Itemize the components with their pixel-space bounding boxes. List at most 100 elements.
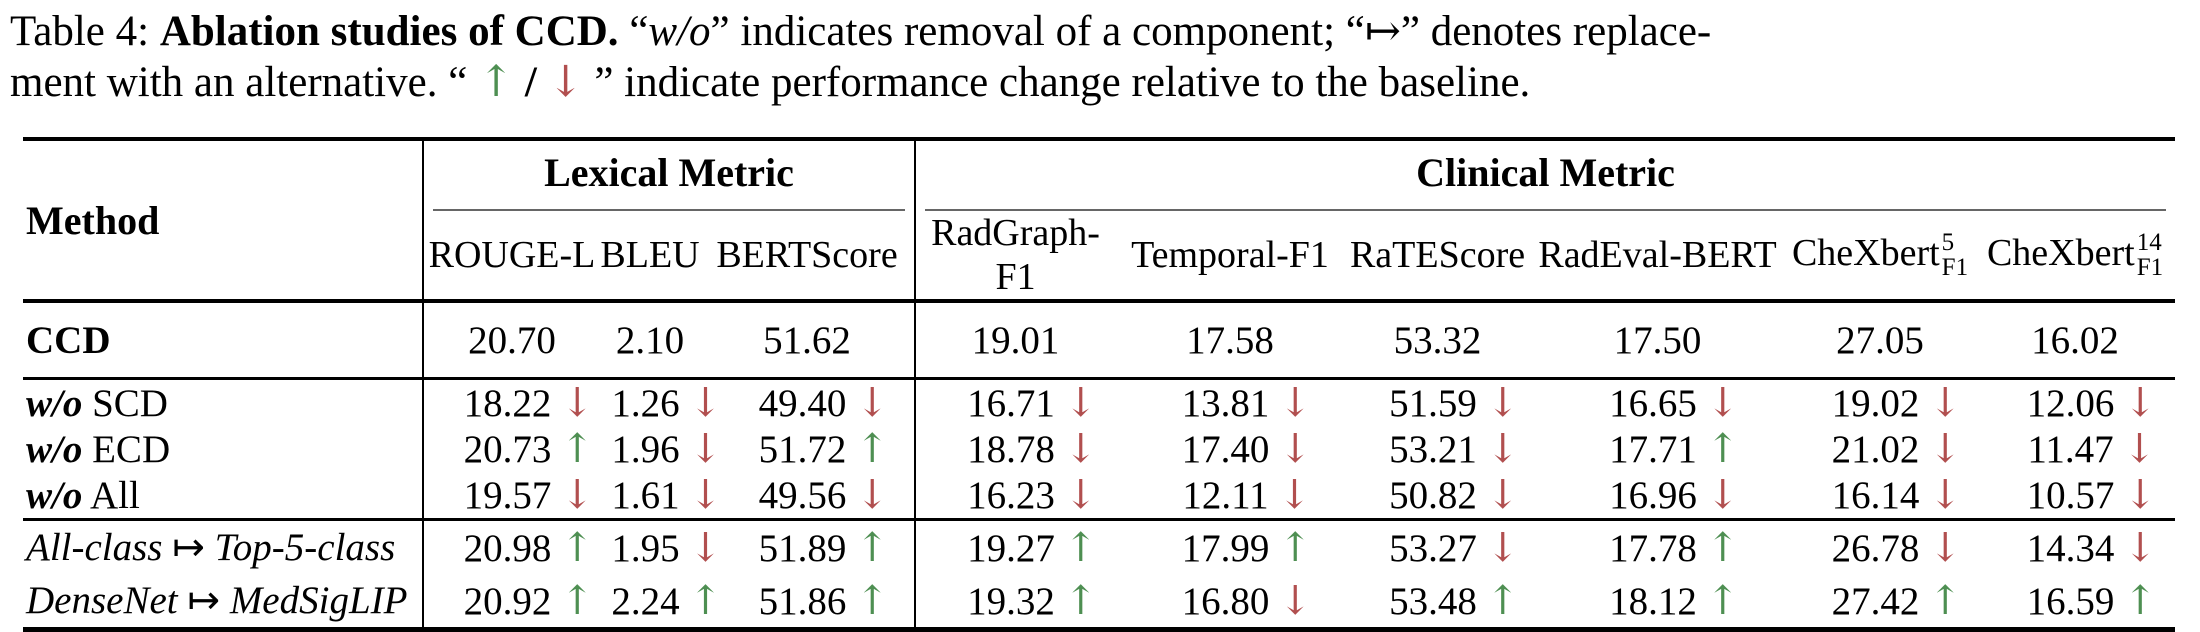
down-arrow-icon: ↓ (1063, 380, 1098, 427)
row-label-text: ECD (82, 427, 171, 471)
metric-cell: 16.96 ↓ (1530, 472, 1785, 520)
down-arrow-icon: ↓ (688, 524, 723, 571)
metric-cell: 51.89 ↑ (700, 520, 915, 575)
mapsto-icon: ↦ (177, 579, 230, 623)
row-label: DenseNet ↦ MedSigLIP (23, 574, 423, 630)
row-label-text: CCD (26, 318, 111, 362)
metric-value: 1.96 (611, 428, 680, 472)
table-header: Method Lexical Metric Clinical Metric ROUGE… (23, 139, 2176, 302)
metric-cell: 17.71 ↑ (1530, 426, 1785, 472)
down-arrow-icon: ↓ (1278, 426, 1312, 473)
down-arrow-icon: ↓ (688, 380, 723, 427)
down-arrow-icon: ↓ (1928, 472, 1962, 519)
metric-value: 16.65 (1609, 382, 1697, 426)
metric-value: 50.82 (1389, 474, 1477, 518)
caption-line-2: ment with an alternative. “ ↑ / ↓ ” indi… (10, 57, 2192, 108)
metric-cell: 2.10 (600, 301, 700, 379)
table-section-1: CCD 20.70 2.10 51.62 19.01 17.58 53.32 17.50 27.… (23, 301, 2176, 379)
metric-value: 18.22 (463, 382, 552, 426)
down-arrow-icon: ↓ (1485, 426, 1520, 473)
column-header-label: CheXbert (1791, 231, 1940, 274)
metric-cell: 53.48 ↑ (1345, 574, 1530, 630)
up-arrow-icon: ↑ (1485, 577, 1520, 624)
metric-cell: 26.78 ↓ (1785, 520, 1975, 575)
row-label-text: All-class (26, 526, 163, 570)
metric-cell: 16.23 ↓ (914, 472, 1116, 520)
metric-cell: 12.06 ↓ (1975, 379, 2175, 426)
up-arrow-icon: ↑ (1278, 524, 1312, 571)
metric-cell: 53.32 (1345, 301, 1530, 379)
metric-cell: 14.34 ↓ (1975, 520, 2175, 575)
metric-cell: 18.78 ↓ (914, 426, 1116, 473)
metric-value: 13.81 (1181, 382, 1270, 426)
metric-cell: 50.82 ↓ (1345, 472, 1530, 520)
metric-value: 12.11 (1182, 474, 1269, 518)
header-group-row: Method Lexical Metric Clinical Metric (23, 139, 2176, 243)
column-header-chexbert14: CheXbert 14 F1 (1975, 211, 2175, 301)
metric-value: 17.50 (1613, 318, 1702, 362)
up-arrow-icon: ↑ (855, 524, 889, 571)
metric-cell: 19.01 (914, 301, 1116, 379)
metric-value: 51.59 (1389, 382, 1477, 426)
metric-value: 16.96 (1609, 474, 1697, 518)
row-label-text: DenseNet (26, 579, 178, 623)
method-column-header: Method (26, 197, 160, 243)
metric-cell: 1.61 ↓ (600, 472, 723, 520)
ablation-table: Method Lexical Metric Clinical Metric ROUGE… (23, 137, 2176, 632)
up-arrow-icon: ↑ (1705, 524, 1740, 571)
down-arrow-icon: ↓ (1277, 472, 1312, 519)
metric-cell: 20.98 ↑ (422, 519, 600, 575)
metric-value: 16.59 (2026, 579, 2115, 623)
metric-value: 53.21 (1389, 428, 1477, 472)
caption-title: Ablation studies of CCD. (159, 8, 619, 55)
metric-value: 10.57 (2026, 474, 2115, 518)
metric-cell: 49.40 ↓ (700, 379, 915, 426)
column-header-supsub: 5 F1 (1942, 230, 1968, 281)
metric-cell: 16.65 ↓ (1530, 379, 1785, 426)
metric-cell: 17.99 ↑ (1115, 520, 1345, 575)
up-arrow-icon: ↑ (1705, 426, 1740, 473)
metric-cell: 10.57 ↓ (1975, 472, 2175, 520)
table-section-3: All-class ↦ Top-5-class 20.98 ↑ 1.95 ↓ 51.89 ↑… (23, 519, 2176, 630)
down-arrow-icon: ↓ (1063, 426, 1098, 473)
metric-value: 2.24 (611, 579, 680, 623)
metric-cell: 1.95 ↓ (600, 520, 723, 575)
table-caption: Table 4: Ablation studies of CCD. “w/o” … (10, 6, 2192, 108)
up-arrow-icon: ↑ (855, 577, 889, 624)
down-arrow-icon: ↓ (1063, 472, 1098, 519)
column-header-chexbert5: CheXbert 5 F1 (1785, 211, 1975, 301)
metric-value: 51.89 (758, 526, 847, 570)
up-arrow-icon: ↑ (2123, 577, 2157, 624)
down-arrow-icon: ↓ (688, 472, 723, 519)
metric-value: 51.72 (758, 428, 847, 472)
up-arrow-icon: ↑ (560, 426, 594, 473)
group-header-label: Lexical Metric (544, 149, 794, 195)
row-label-text: w/o (26, 427, 83, 471)
row-label-text: SCD (82, 381, 168, 425)
column-header-label: BERTScore (716, 234, 898, 277)
metric-value: 53.27 (1389, 526, 1477, 570)
metric-value: 20.98 (463, 526, 552, 570)
metric-value: 49.40 (758, 382, 847, 426)
caption-text: “ (618, 8, 649, 55)
down-arrow-icon: ↓ (1485, 472, 1520, 519)
up-arrow-icon: ↑ (560, 524, 594, 571)
metric-cell: 13.81 ↓ (1115, 379, 1345, 426)
down-arrow-icon: ↓ (2122, 426, 2157, 473)
table-row: w/o ECD 20.73 ↑ 1.96 ↓ 51.72 ↑ 18.78 ↓ 17.40 ↓ 53.2… (23, 426, 2175, 473)
down-arrow-icon: ↓ (1705, 472, 1740, 519)
metric-cell: 17.58 (1115, 301, 1345, 379)
down-arrow-icon: ↓ (1485, 380, 1520, 427)
metric-value: 19.27 (967, 526, 1055, 570)
column-header-radgraph-f1: RadGraph-F1 (914, 211, 1116, 302)
metric-value: 1.95 (611, 526, 680, 570)
table-row: DenseNet ↦ MedSigLIP 20.92 ↑ 2.24 ↑ 51.86 ↑ 19.… (23, 574, 2175, 630)
metric-cell: 19.02 ↓ (1785, 379, 1975, 426)
down-arrow-icon: ↓ (1278, 577, 1312, 624)
table-row: CCD 20.70 2.10 51.62 19.01 17.58 53.32 17.50 27.… (23, 301, 2175, 379)
metric-value: 53.48 (1389, 579, 1477, 623)
metric-cell: 16.80 ↓ (1115, 574, 1345, 630)
up-arrow-icon: ↑ (688, 577, 723, 624)
metric-cell: 17.78 ↑ (1530, 520, 1785, 575)
column-header-superscript: 14 (2136, 228, 2162, 256)
